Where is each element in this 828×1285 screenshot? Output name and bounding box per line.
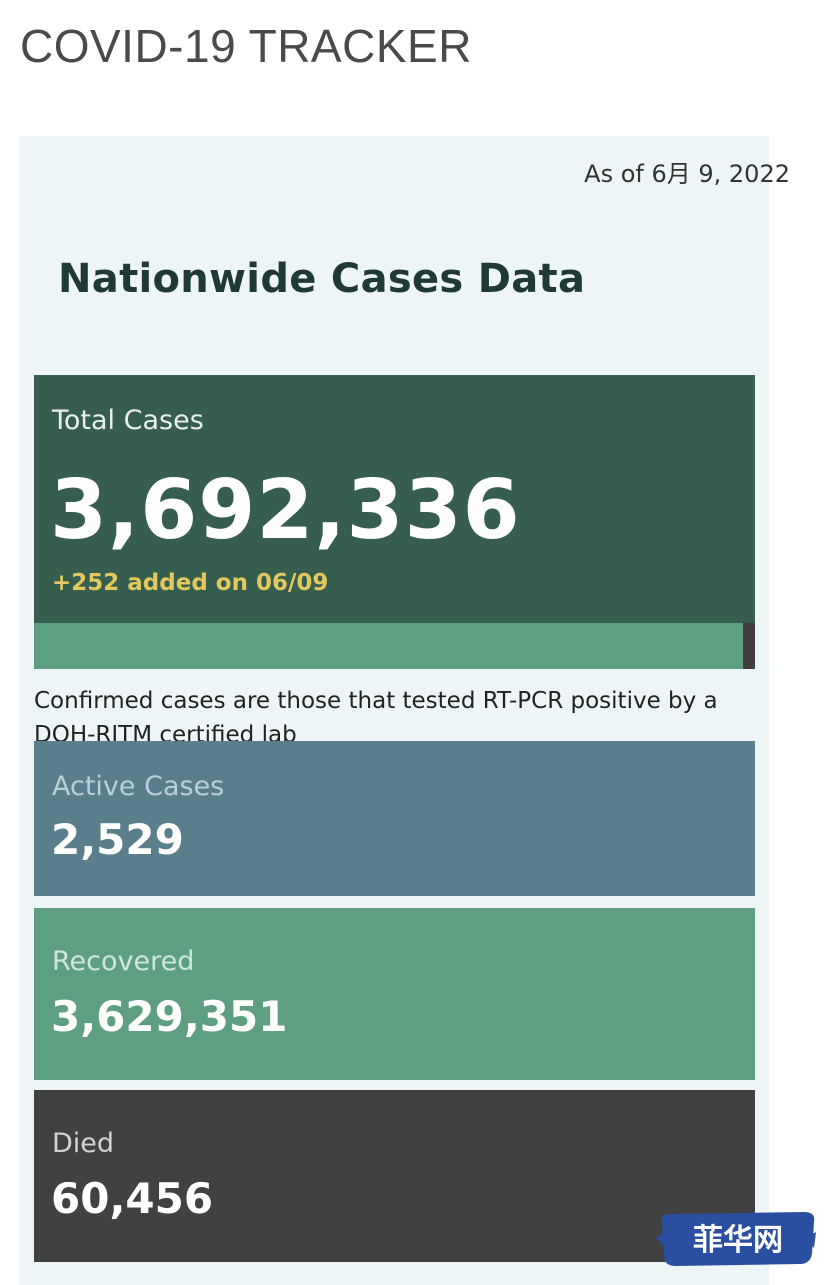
died-label: Died (52, 1128, 115, 1159)
total-cases-bar (34, 623, 755, 669)
watermark-logo-icon: 菲华网 (656, 1212, 816, 1266)
died-value: 60,456 (51, 1174, 214, 1223)
active-cases-card: Active Cases 2,529 (34, 741, 755, 896)
confirmed-cases-note: Confirmed cases are those that tested RT… (34, 688, 718, 741)
died-card: Died 60,456 (34, 1090, 755, 1262)
recovered-value: 3,629,351 (51, 992, 288, 1041)
active-cases-value: 2,529 (51, 815, 184, 864)
page-title: COVID-19 TRACKER (20, 20, 472, 72)
watermark-logo: 菲华网 (654, 1208, 818, 1270)
recovered-card: Recovered 3,629,351 (34, 908, 755, 1080)
section-title: Nationwide Cases Data (58, 256, 586, 302)
recovered-label: Recovered (52, 946, 195, 977)
total-cases-label: Total Cases (52, 405, 204, 436)
as-of-date: As of 6月 9, 2022 (584, 160, 790, 188)
total-cases-bar-end (743, 623, 755, 669)
total-cases-delta: +252 added on 06/09 (52, 570, 329, 596)
active-cases-label: Active Cases (52, 771, 225, 802)
total-cases-card: Total Cases 3,692,336 +252 added on 06/0… (34, 375, 755, 623)
watermark-text: 菲华网 (693, 1223, 783, 1258)
total-cases-value: 3,692,336 (50, 463, 521, 558)
